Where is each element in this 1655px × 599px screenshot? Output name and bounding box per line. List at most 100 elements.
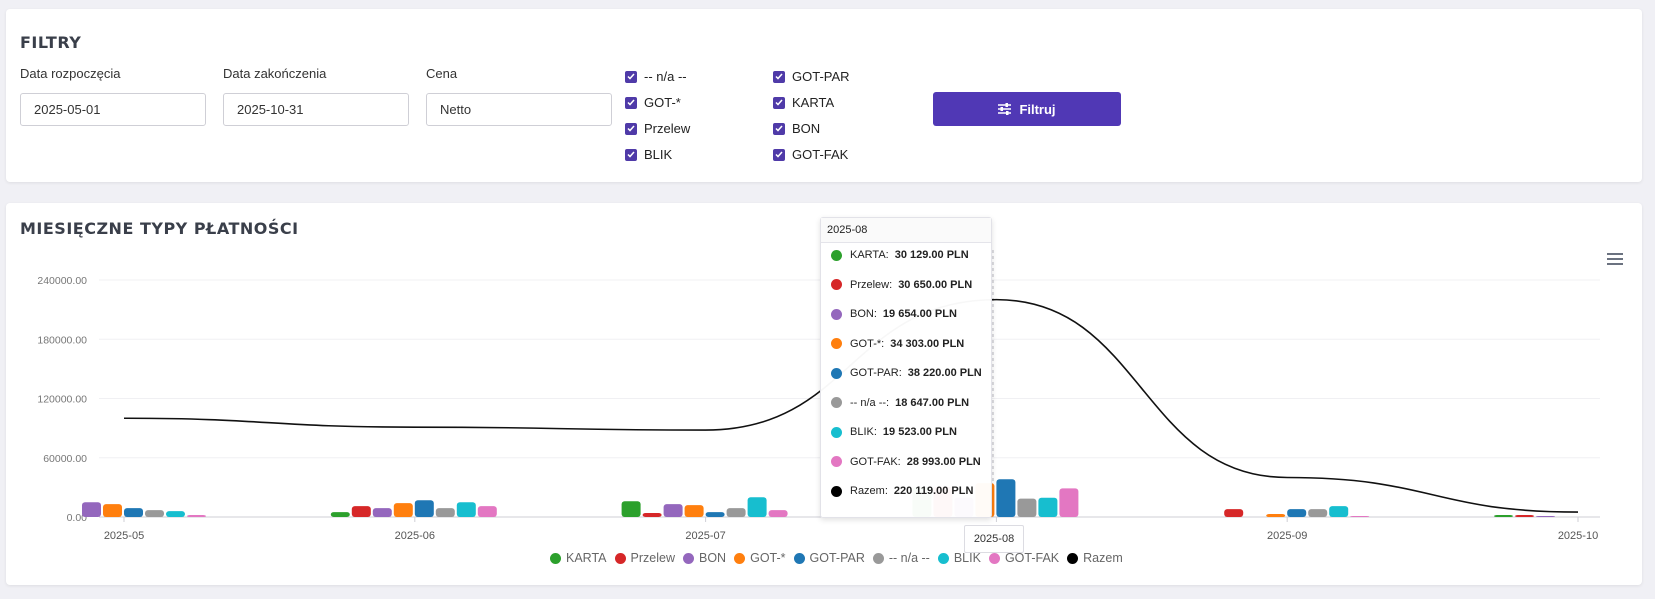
price-label: Cena <box>426 66 458 81</box>
checkbox-label: BON <box>792 121 821 136</box>
bar <box>145 510 164 517</box>
bar <box>477 506 497 517</box>
bar <box>124 508 143 517</box>
tooltip-row: Przelew: 30 650.00 PLN <box>831 279 972 291</box>
checkbox-label: Przelew <box>644 121 691 136</box>
legend-item[interactable]: KARTA <box>550 551 607 565</box>
bar <box>684 505 704 517</box>
checkbox-checked-icon[interactable] <box>625 70 637 83</box>
checkbox-item[interactable]: GOT-FAK <box>773 147 848 162</box>
bar <box>435 508 455 517</box>
checkbox-item[interactable]: GOT-PAR <box>773 69 850 84</box>
checkbox-label: GOT-PAR <box>792 69 850 84</box>
start-date-label: Data rozpoczęcia <box>20 66 121 81</box>
end-date-input[interactable] <box>223 93 409 126</box>
legend-item[interactable]: GOT-FAK <box>988 551 1060 565</box>
series-dot-icon <box>831 397 842 408</box>
checkbox-item[interactable]: GOT-* <box>625 95 681 110</box>
tooltip-series-name: GOT-FAK: <box>850 455 901 468</box>
checkbox-item[interactable]: BON <box>773 121 820 136</box>
chart-legend: KARTA Przelew BON GOT-* GOT-PAR -- n/a -- BLIK… <box>550 551 1123 565</box>
x-tick-label: 2025-06 <box>395 530 435 542</box>
checkbox-item[interactable]: -- n/a -- <box>625 69 687 84</box>
x-tick-label: 2025-07 <box>685 530 725 542</box>
x-tick-label: 2025-05 <box>104 530 144 542</box>
series-dot-icon <box>831 249 842 261</box>
bar <box>1494 515 1513 517</box>
checkbox-item[interactable]: Przelew <box>625 121 690 136</box>
bar <box>1536 516 1555 517</box>
checkbox-checked-icon[interactable] <box>625 122 637 135</box>
checkbox-checked-icon[interactable] <box>773 148 785 161</box>
tooltip-series-name: GOT-*: <box>850 337 885 350</box>
tooltip-row: GOT-*: 34 303.00 PLN <box>831 338 964 350</box>
legend-dot-icon <box>550 552 561 564</box>
legend-item[interactable]: GOT-* <box>734 551 786 565</box>
checkbox-item[interactable]: BLIK <box>625 147 672 162</box>
bar <box>1329 506 1349 517</box>
series-dot-icon <box>831 279 842 290</box>
legend-item[interactable]: Przelew <box>614 551 675 565</box>
bar <box>1017 498 1037 517</box>
bar <box>768 510 788 517</box>
bar <box>414 500 434 517</box>
chart-tooltip: 2025-08 KARTA: 30 129.00 PLN Przelew: 30 65… <box>820 217 992 518</box>
checkbox-checked-icon[interactable] <box>773 96 785 109</box>
price-select[interactable] <box>426 93 612 126</box>
checkbox-checked-icon[interactable] <box>773 122 785 135</box>
bar <box>726 508 746 517</box>
tooltip-row: BLIK: 19 523.00 PLN <box>831 426 957 438</box>
filters-panel: FILTRY Data rozpoczęcia Data zakończenia… <box>6 9 1642 182</box>
y-tick-label: 0.00 <box>67 512 88 524</box>
checkbox-checked-icon[interactable] <box>625 148 637 161</box>
sliders-icon <box>998 103 1012 115</box>
start-date-input[interactable] <box>20 93 206 126</box>
checkbox-label: -- n/a -- <box>644 69 687 84</box>
filters-title: FILTRY <box>20 33 82 52</box>
legend-item[interactable]: GOT-PAR <box>793 551 865 565</box>
bar <box>1515 515 1534 517</box>
legend-label: GOT-* <box>750 551 786 565</box>
tooltip-series-name: BON: <box>850 308 877 320</box>
legend-dot-icon <box>988 552 1000 564</box>
y-tick-label: 60000.00 <box>43 453 87 465</box>
checkbox-item[interactable]: KARTA <box>773 95 834 110</box>
checkbox-label: GOT-FAK <box>792 147 849 162</box>
bar <box>1287 509 1307 517</box>
legend-dot-icon <box>1067 552 1079 564</box>
y-tick-label: 240000.00 <box>37 275 87 287</box>
bar <box>351 506 371 517</box>
bar <box>1308 509 1328 517</box>
bar <box>1224 509 1244 517</box>
bar <box>393 503 413 517</box>
legend-label: Razem <box>1083 551 1123 565</box>
tooltip-series-value: 38 220.00 PLN <box>907 367 982 379</box>
legend-item[interactable]: BLIK <box>937 551 981 565</box>
y-tick-label: 120000.00 <box>37 394 87 406</box>
bar <box>1059 488 1079 517</box>
checkbox-checked-icon[interactable] <box>773 70 785 83</box>
legend-item[interactable]: BON <box>683 551 726 565</box>
tooltip-series-value: 30 129.00 PLN <box>894 249 969 261</box>
bar <box>642 513 662 517</box>
legend-item[interactable]: Razem <box>1067 551 1123 565</box>
bar <box>621 501 641 517</box>
filter-button[interactable]: Filtruj <box>933 92 1121 126</box>
tooltip-row: -- n/a --: 18 647.00 PLN <box>831 397 969 409</box>
bar <box>705 512 725 517</box>
legend-label: GOT-FAK <box>1004 551 1060 565</box>
tooltip-series-value: 28 993.00 PLN <box>906 455 981 468</box>
checkbox-checked-icon[interactable] <box>625 96 637 109</box>
tooltip-series-name: KARTA: <box>850 249 889 261</box>
series-dot-icon <box>831 456 842 467</box>
hamburger-menu-icon[interactable] <box>1607 253 1623 265</box>
bar <box>747 497 767 517</box>
tooltip-series-name: Razem: <box>850 485 888 497</box>
legend-dot-icon <box>734 552 746 564</box>
series-dot-icon <box>831 338 842 349</box>
legend-item[interactable]: -- n/a -- <box>872 551 930 565</box>
tooltip-row: BON: 19 654.00 PLN <box>831 308 957 320</box>
x-tick-label: 2025-09 <box>1267 530 1307 542</box>
bar <box>103 504 122 517</box>
tooltip-series-name: -- n/a --: <box>850 396 890 409</box>
